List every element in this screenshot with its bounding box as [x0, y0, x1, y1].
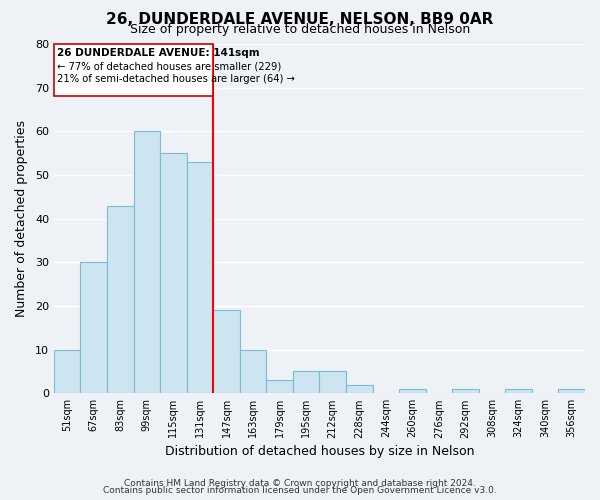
Text: 26, DUNDERDALE AVENUE, NELSON, BB9 0AR: 26, DUNDERDALE AVENUE, NELSON, BB9 0AR	[106, 12, 494, 28]
Bar	[80, 262, 107, 394]
Bar	[293, 372, 319, 394]
Bar	[505, 389, 532, 394]
Y-axis label: Number of detached properties: Number of detached properties	[15, 120, 28, 317]
Bar	[319, 372, 346, 394]
Bar	[213, 310, 240, 394]
FancyBboxPatch shape	[54, 44, 213, 96]
Bar	[107, 206, 134, 394]
Bar	[54, 350, 80, 394]
Text: 26 DUNDERDALE AVENUE: 141sqm: 26 DUNDERDALE AVENUE: 141sqm	[56, 48, 259, 58]
Text: Size of property relative to detached houses in Nelson: Size of property relative to detached ho…	[130, 22, 470, 36]
Bar	[240, 350, 266, 394]
Bar	[452, 389, 479, 394]
Bar	[187, 162, 213, 394]
Bar	[399, 389, 425, 394]
Bar	[559, 389, 585, 394]
Bar	[160, 153, 187, 394]
Bar	[346, 384, 373, 394]
Bar	[134, 132, 160, 394]
Text: 21% of semi-detached houses are larger (64) →: 21% of semi-detached houses are larger (…	[56, 74, 295, 84]
Text: Contains HM Land Registry data © Crown copyright and database right 2024.: Contains HM Land Registry data © Crown c…	[124, 478, 476, 488]
Text: Contains public sector information licensed under the Open Government Licence v3: Contains public sector information licen…	[103, 486, 497, 495]
Text: ← 77% of detached houses are smaller (229): ← 77% of detached houses are smaller (22…	[56, 62, 281, 72]
Bar	[266, 380, 293, 394]
X-axis label: Distribution of detached houses by size in Nelson: Distribution of detached houses by size …	[165, 444, 474, 458]
